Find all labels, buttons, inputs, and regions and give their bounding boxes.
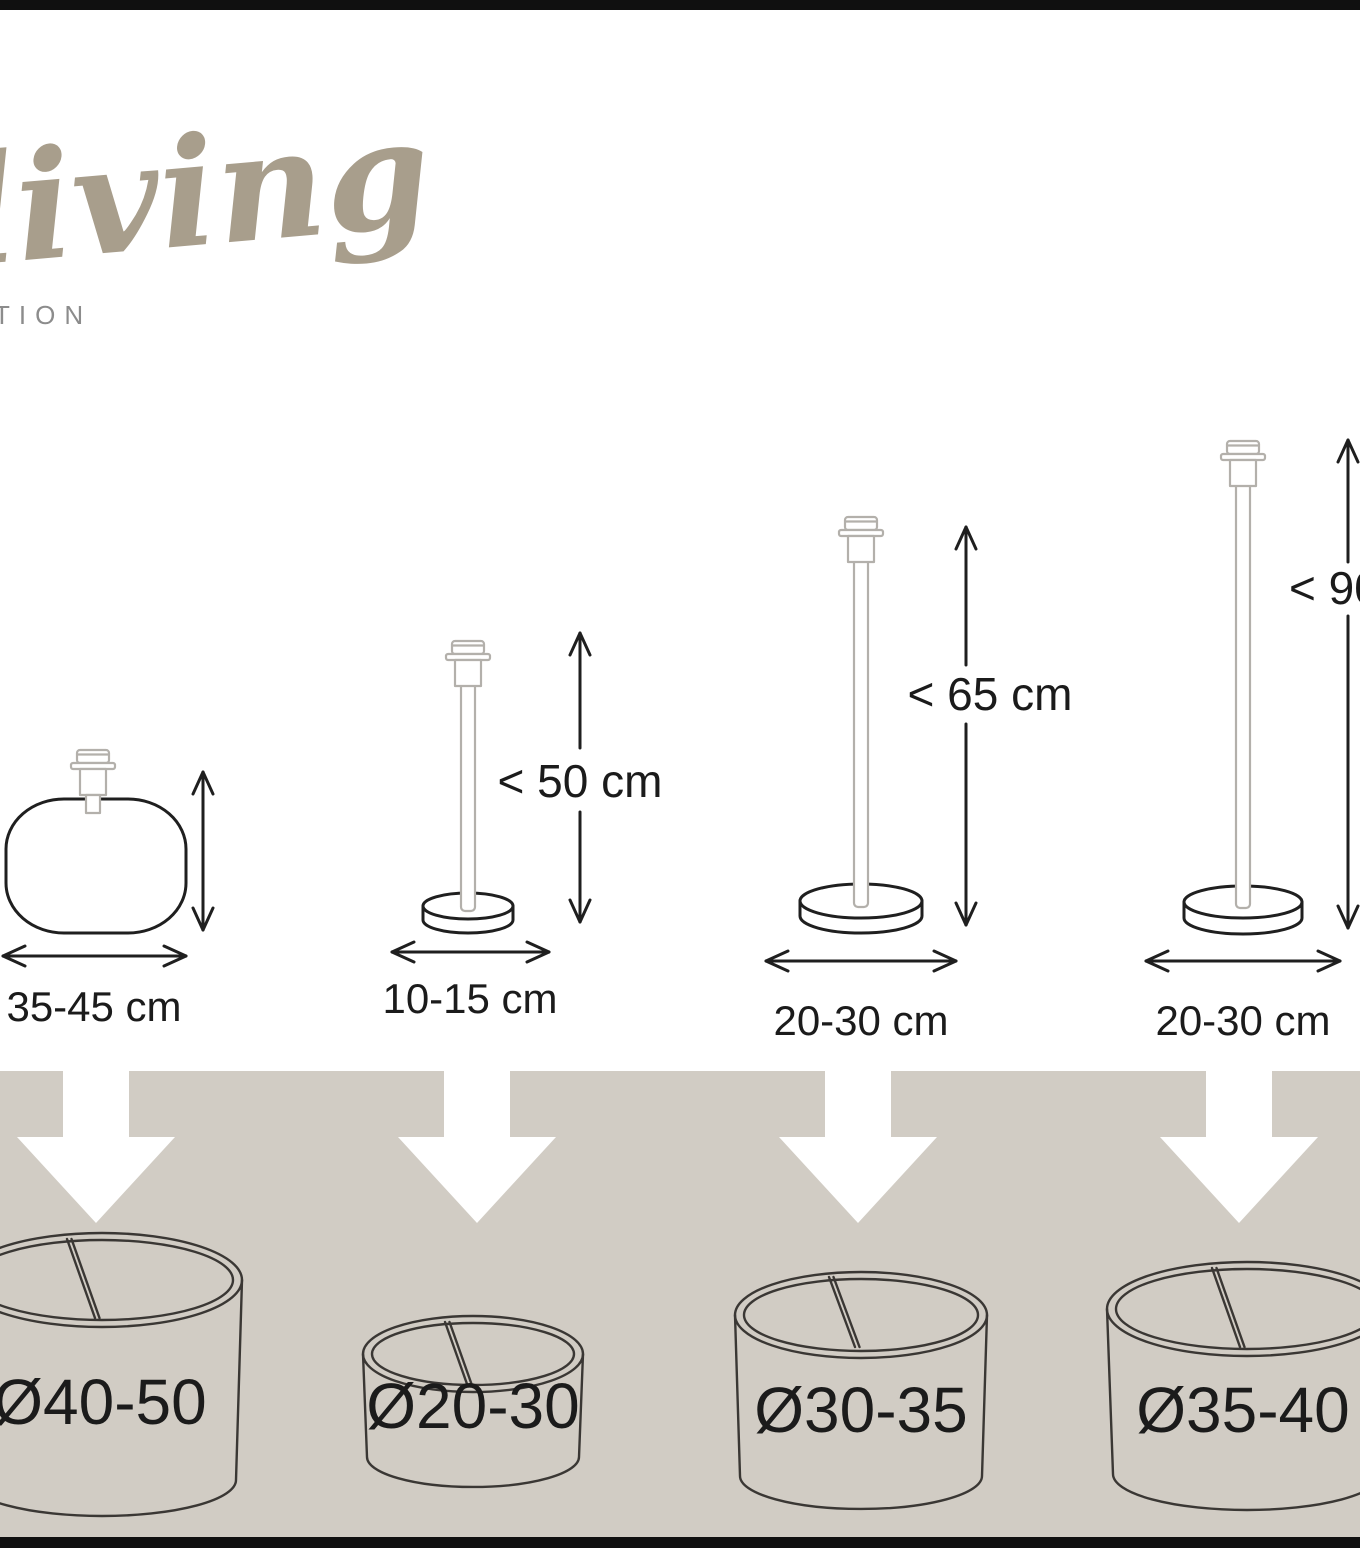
base-illustration-oval xyxy=(1,748,215,968)
base-1-width-label: 35-45 cm xyxy=(6,983,182,1030)
bottom-border xyxy=(0,1537,1360,1548)
shade-illustration-4 xyxy=(1105,1260,1360,1512)
lamp-socket-icon xyxy=(444,639,492,688)
base-illustration-tall-stick xyxy=(1144,438,1360,973)
base-3-height-label: < 65 cm xyxy=(907,668,1073,720)
shade-2-diameter-label: Ø20-30 xyxy=(366,1370,580,1442)
lamp-socket-icon xyxy=(69,748,117,815)
top-border xyxy=(0,0,1360,10)
mapping-arrow-down-4 xyxy=(1160,1071,1318,1223)
shade-3-diameter-label: Ø30-35 xyxy=(754,1374,968,1446)
mapping-arrow-down-2 xyxy=(398,1071,556,1223)
base-2-height-label: < 50 cm xyxy=(497,755,663,807)
base-illustration-table-stick xyxy=(764,515,978,973)
base-4-width-label: 20-30 cm xyxy=(1155,997,1331,1044)
shade-1-diameter-label: Ø40-50 xyxy=(0,1366,207,1438)
brand-collection-text: COLLECTION xyxy=(0,300,93,330)
shade-illustration-1 xyxy=(0,1231,244,1518)
shade-4-diameter-label: Ø35-40 xyxy=(1136,1374,1350,1446)
base-4-height-label: < 90 cm xyxy=(1289,562,1360,614)
lamp-socket-icon xyxy=(1219,439,1267,488)
base-2-width-label: 10-15 cm xyxy=(382,975,558,1022)
shade-illustration-3 xyxy=(733,1270,989,1511)
shade-illustration-2 xyxy=(361,1314,585,1489)
mapping-arrow-down-3 xyxy=(779,1071,937,1223)
mapping-arrow-down-1 xyxy=(17,1071,175,1223)
lamp-socket-icon xyxy=(837,515,885,564)
shade-panel-background xyxy=(0,1071,1360,1537)
base-illustration-short-stick xyxy=(390,631,592,964)
base-3-width-label: 20-30 cm xyxy=(773,997,949,1044)
